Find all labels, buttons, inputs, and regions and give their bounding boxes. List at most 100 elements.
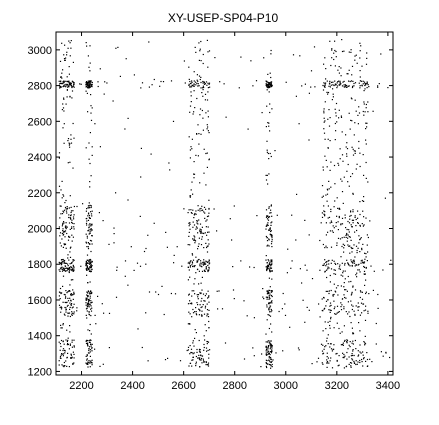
data-point (208, 327, 210, 329)
data-point (189, 302, 191, 305)
data-point (86, 342, 89, 345)
data-point (207, 341, 209, 343)
data-point (354, 216, 356, 218)
data-point (204, 262, 206, 264)
data-point (86, 274, 88, 276)
data-point (88, 306, 90, 308)
data-point (87, 292, 89, 294)
data-point (62, 268, 64, 270)
data-point (200, 81, 202, 84)
data-point (85, 342, 88, 344)
data-point (153, 222, 155, 224)
data-point (270, 53, 272, 55)
data-point (347, 262, 349, 264)
data-point (62, 348, 65, 350)
data-point (348, 231, 350, 233)
data-point (268, 350, 270, 353)
data-point (346, 342, 348, 344)
data-point (89, 217, 91, 219)
data-point (59, 85, 61, 87)
data-point (301, 85, 303, 87)
data-point (328, 125, 331, 127)
data-point (206, 39, 208, 41)
data-point (347, 275, 349, 278)
data-point (265, 365, 267, 367)
data-point (345, 86, 348, 88)
data-point (201, 236, 203, 238)
data-point (362, 262, 364, 264)
data-point (86, 295, 89, 297)
data-point (325, 159, 327, 161)
data-point (205, 184, 207, 186)
data-point (64, 244, 66, 246)
data-point (59, 287, 62, 290)
data-point (199, 210, 201, 212)
data-point (88, 224, 90, 226)
data-point (62, 301, 64, 303)
data-point (287, 248, 289, 250)
data-point (326, 362, 328, 364)
data-point (87, 248, 90, 250)
data-point (89, 293, 91, 295)
data-point (339, 158, 341, 160)
data-point (191, 303, 193, 305)
data-point (365, 103, 367, 106)
data-point (63, 85, 65, 87)
data-point (314, 86, 316, 88)
data-point (266, 354, 268, 356)
data-point (90, 205, 92, 207)
data-point (267, 341, 269, 343)
data-point (352, 211, 354, 213)
data-point (356, 276, 358, 278)
data-point (327, 268, 329, 270)
data-point (88, 214, 91, 217)
data-point (71, 234, 73, 236)
data-point (115, 47, 117, 49)
data-point (86, 298, 88, 300)
data-point (347, 85, 349, 87)
data-point (197, 268, 199, 270)
data-point (353, 260, 355, 262)
data-point (365, 266, 367, 269)
data-point (85, 42, 87, 44)
data-point (72, 363, 74, 365)
data-point (86, 363, 88, 365)
data-point (278, 310, 280, 313)
data-point (324, 138, 326, 140)
data-point (91, 364, 93, 366)
data-point (269, 227, 271, 230)
data-point (207, 264, 209, 267)
data-point (63, 85, 65, 87)
data-point (327, 321, 329, 323)
data-point (187, 212, 189, 214)
data-point (232, 266, 234, 268)
data-point (266, 84, 268, 86)
data-point (186, 349, 188, 352)
data-point (64, 202, 66, 204)
data-point (363, 196, 365, 198)
data-point (91, 291, 93, 294)
data-point (349, 218, 351, 220)
data-point (89, 295, 91, 297)
data-point (65, 247, 67, 249)
data-point (308, 309, 310, 311)
data-point (59, 205, 61, 207)
data-point (268, 352, 270, 354)
data-point (62, 210, 64, 212)
data-point (354, 314, 356, 316)
data-point (325, 290, 327, 292)
data-point (89, 346, 91, 348)
data-point (267, 222, 269, 224)
data-point (200, 60, 202, 62)
data-point (195, 210, 197, 212)
data-point (61, 180, 63, 182)
data-point (70, 40, 72, 42)
data-point (58, 185, 61, 187)
data-point (268, 238, 270, 240)
data-point (195, 361, 197, 363)
data-point (193, 214, 195, 216)
data-point (358, 322, 360, 324)
data-point (62, 324, 64, 326)
data-point (205, 364, 207, 366)
data-point (61, 263, 63, 265)
